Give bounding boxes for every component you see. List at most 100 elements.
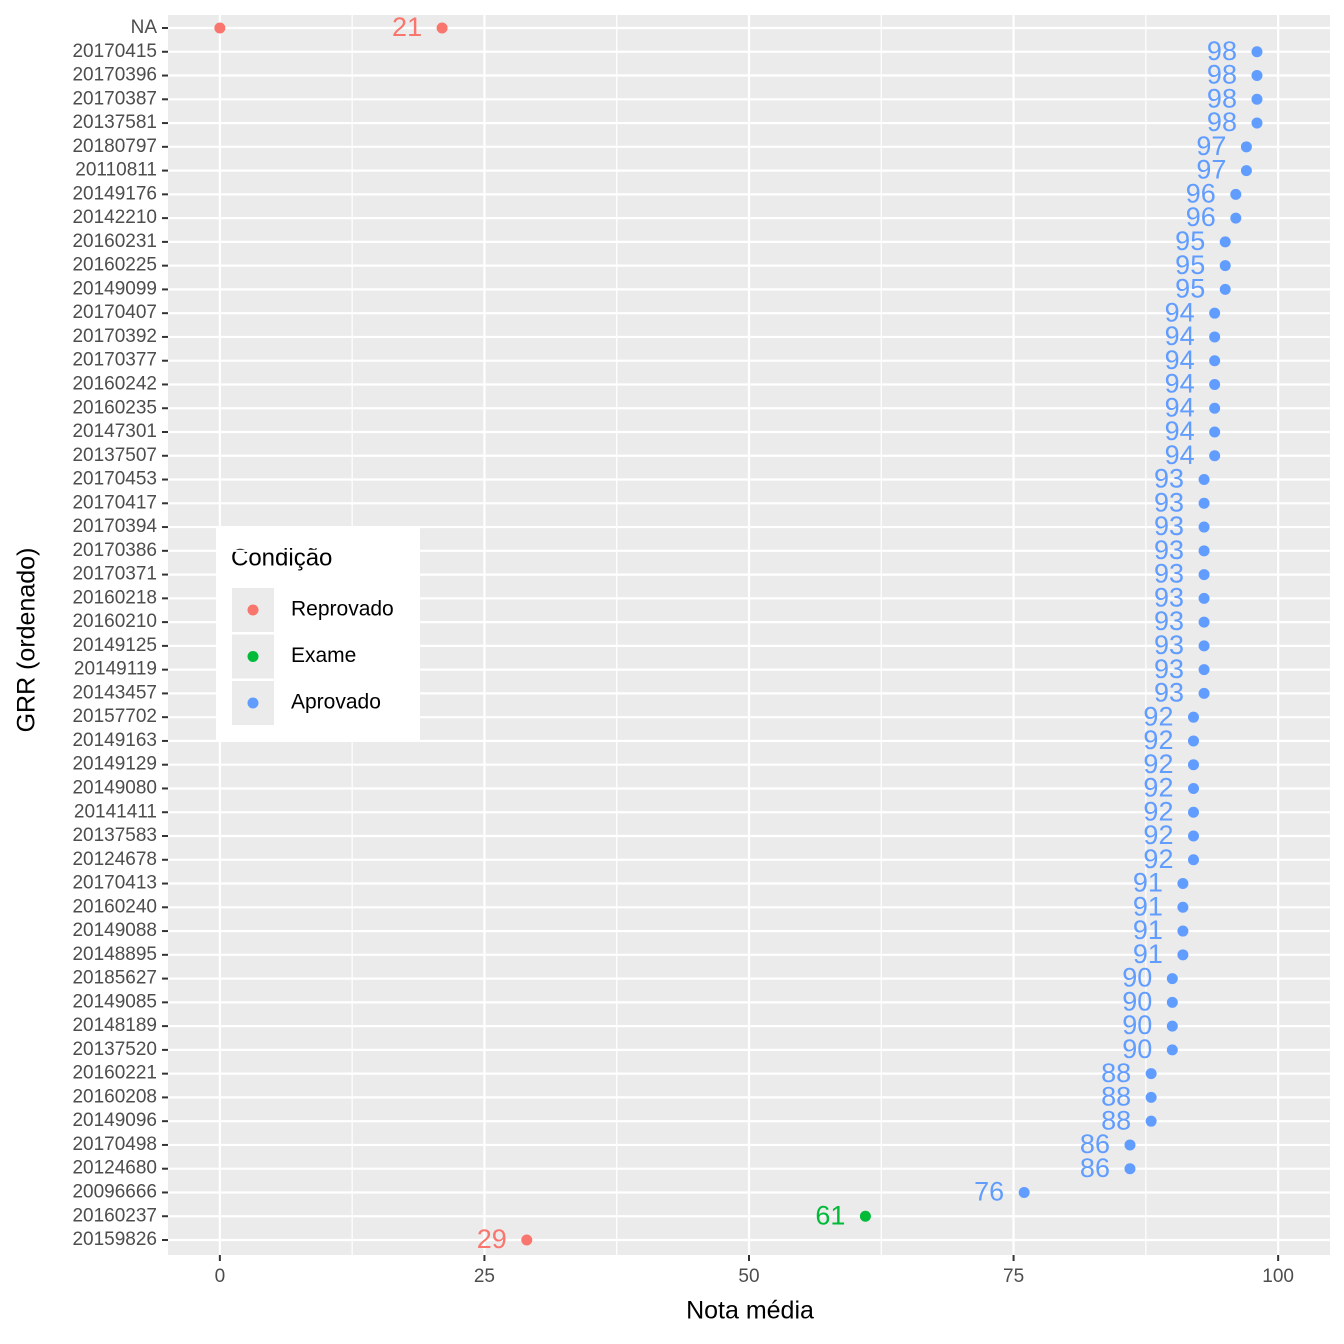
point: [1219, 260, 1231, 272]
x-tick-label: 100: [1262, 1266, 1294, 1287]
data-label: 91: [1133, 868, 1163, 898]
y-tick-label: 20137520: [72, 1039, 157, 1060]
y-tick-label: 20180797: [72, 136, 157, 157]
y-tick-label: 20170392: [72, 326, 157, 347]
data-label: 95: [1175, 226, 1205, 256]
point: [1187, 806, 1199, 818]
data-label: 92: [1143, 844, 1173, 874]
data-label: 94: [1165, 321, 1195, 351]
y-tick-label: 20170386: [72, 540, 157, 561]
point: [436, 22, 448, 34]
point: [1230, 188, 1242, 200]
x-tick-label: 25: [474, 1266, 495, 1287]
data-label: 98: [1207, 60, 1237, 90]
legend-label: Reprovado: [291, 598, 394, 621]
data-label: 92: [1143, 796, 1173, 826]
point: [1166, 1020, 1178, 1032]
data-label: 92: [1143, 749, 1173, 779]
y-tick-label: 20149129: [72, 754, 157, 775]
y-tick-label: 20170396: [72, 65, 157, 86]
y-tick-label: 20160208: [72, 1086, 157, 1107]
y-tick-label: 20149099: [72, 278, 157, 299]
y-tick-label: 20160235: [72, 397, 157, 418]
point: [1198, 474, 1210, 486]
data-label: 95: [1175, 250, 1205, 280]
point: [1198, 640, 1210, 652]
y-axis-label: GRR (ordenado): [13, 548, 41, 733]
y-tick-label: 20148189: [72, 1015, 157, 1036]
point: [1240, 165, 1252, 177]
point: [1219, 283, 1231, 295]
point: [1209, 331, 1221, 343]
y-tick-label: 20170371: [72, 564, 157, 585]
legend-marker: [247, 604, 259, 616]
point: [1209, 450, 1221, 462]
point: [1187, 759, 1199, 771]
data-label: 86: [1080, 1129, 1110, 1159]
legend-marker: [247, 697, 259, 709]
point: [1209, 355, 1221, 367]
point: [1177, 901, 1189, 913]
point: [1219, 236, 1231, 248]
data-label: 93: [1154, 654, 1184, 684]
point: [1198, 545, 1210, 557]
legend-label: Aprovado: [291, 691, 381, 714]
point: [1209, 378, 1221, 390]
point: [1187, 711, 1199, 723]
data-label: 91: [1133, 891, 1163, 921]
y-tick-label: 20160231: [72, 231, 157, 252]
point: [1198, 687, 1210, 699]
data-label: 93: [1154, 678, 1184, 708]
point: [1018, 1186, 1030, 1198]
data-label: 88: [1101, 1058, 1131, 1088]
data-label: 88: [1101, 1082, 1131, 1112]
y-tick-label: 20170413: [72, 873, 157, 894]
point: [859, 1210, 871, 1222]
point: [1187, 735, 1199, 747]
point: [521, 1234, 533, 1246]
data-label: 94: [1165, 416, 1195, 446]
point: [1124, 1139, 1136, 1151]
y-tick-label: 20137581: [72, 112, 157, 133]
point: [1209, 402, 1221, 414]
y-tick-label: 20160225: [72, 255, 157, 276]
data-label: 95: [1175, 274, 1205, 304]
data-label: 94: [1165, 369, 1195, 399]
x-tick-label: 0: [215, 1266, 226, 1287]
point: [1209, 307, 1221, 319]
y-tick-label: 20124678: [72, 849, 157, 870]
data-label: 90: [1122, 963, 1152, 993]
point: [1251, 46, 1263, 58]
y-tick-label: 20170498: [72, 1134, 157, 1155]
y-tick-label: 20160240: [72, 896, 157, 917]
point: [1198, 569, 1210, 581]
point: [1145, 1091, 1157, 1103]
data-label: 93: [1154, 535, 1184, 565]
point: [1198, 592, 1210, 604]
point: [1177, 949, 1189, 961]
y-tick-label: 20149080: [72, 777, 157, 798]
y-tick-label: 20148895: [72, 944, 157, 965]
y-tick-label: 20170394: [72, 516, 157, 537]
point: [1177, 925, 1189, 937]
data-label: 76: [974, 1177, 1004, 1207]
point: [1230, 212, 1242, 224]
y-tick-label: 20170417: [72, 492, 157, 513]
data-label: 94: [1165, 297, 1195, 327]
y-tick-label: 20143457: [72, 682, 157, 703]
point: [1240, 141, 1252, 153]
point: [1198, 616, 1210, 628]
data-label: 29: [477, 1224, 507, 1254]
data-label: 92: [1143, 820, 1173, 850]
y-tick-label: 20170407: [72, 302, 157, 323]
data-label: 97: [1196, 155, 1226, 185]
data-label: 96: [1186, 202, 1216, 232]
point: [1166, 996, 1178, 1008]
y-tick-label: 20149119: [74, 659, 157, 680]
data-label: 90: [1122, 1034, 1152, 1064]
legend-marker: [247, 651, 259, 662]
data-label: 86: [1080, 1153, 1110, 1183]
y-tick-label: 20159826: [72, 1229, 157, 1250]
y-tick-label: 20185627: [72, 968, 157, 989]
data-label: 94: [1165, 392, 1195, 422]
